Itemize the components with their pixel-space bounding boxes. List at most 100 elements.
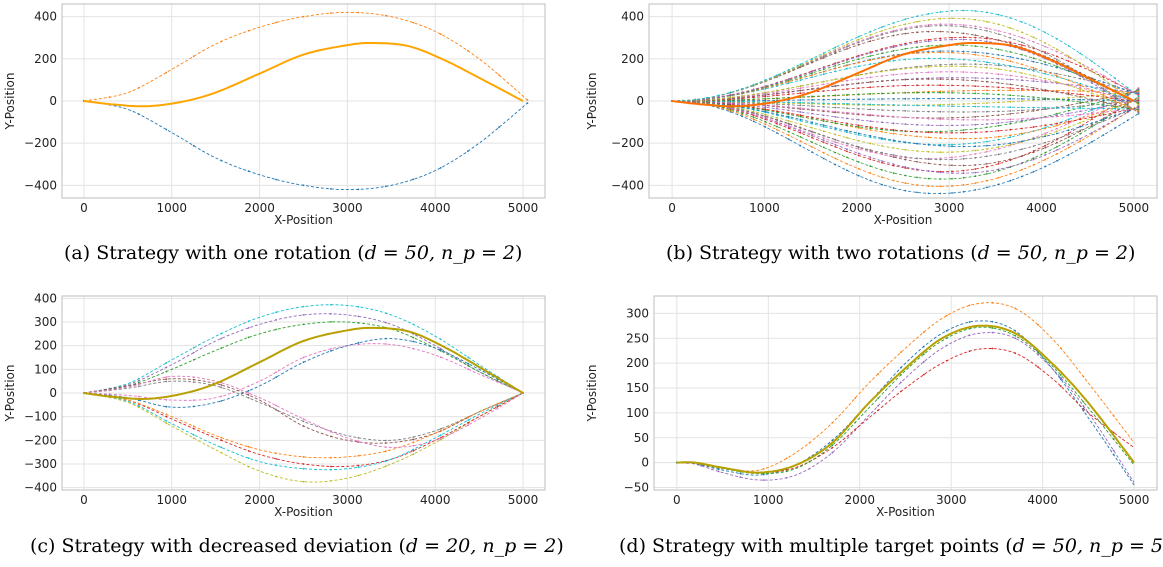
- fan-line-26-point: [857, 78, 860, 80]
- series-line-2-point: [700, 464, 703, 467]
- fan-line-22-point: [822, 95, 825, 97]
- fan-line-14-point: [1102, 105, 1105, 108]
- fan-line-26-point: [986, 72, 988, 75]
- fan-line-11-point: [881, 131, 883, 133]
- fan-line-4-point: [1009, 165, 1012, 168]
- y-tick-label: −400: [24, 481, 57, 495]
- fan-line-22-point: [962, 92, 965, 94]
- fan-line-38-point: [892, 26, 895, 29]
- fan-line-19-point: [1114, 107, 1117, 110]
- fan-line-38-point: [1032, 36, 1035, 39]
- main-path-line: [676, 324, 1135, 474]
- fan-line-24-point: [962, 76, 965, 79]
- fan-line-22-point: [1044, 97, 1047, 100]
- fan-line-14-point: [927, 124, 930, 127]
- fan-line-32-point: [857, 58, 860, 60]
- fan-line-19: [672, 100, 1139, 110]
- series-line-6-point: [302, 480, 305, 483]
- series-line-8-point: [384, 450, 387, 453]
- fan-line-17-point: [834, 106, 837, 109]
- series-line-11-point: [496, 407, 499, 410]
- series-line-7-point: [412, 449, 415, 452]
- fan-line-22-point: [1114, 105, 1117, 108]
- fan-line-29-point: [799, 79, 802, 82]
- series-line-1-point: [922, 345, 925, 348]
- fan-line-11-point: [904, 134, 907, 137]
- fan-line-34-point: [857, 55, 860, 58]
- fan-line-33-point: [962, 36, 965, 39]
- caption-b-math: d = 50, n_p = 2: [977, 242, 1129, 264]
- series-line-6-point: [384, 465, 387, 468]
- caption-b: (b) Strategy with two rotations (d = 50,…: [666, 242, 1135, 264]
- fan-line-4-point: [1021, 162, 1023, 165]
- fan-line-29-point: [892, 59, 895, 62]
- fan-line-7-point: [1009, 151, 1012, 153]
- fan-line-2-point: [869, 165, 872, 168]
- fan-line-20-point: [764, 99, 767, 102]
- fan-line-32-point: [881, 52, 883, 55]
- y-tick-label: 0: [49, 386, 57, 400]
- fan-line-16-point: [951, 118, 953, 121]
- fan-line-2-point: [1079, 132, 1082, 135]
- series-line-6: [83, 392, 524, 483]
- fan-line-8-point: [986, 148, 988, 150]
- fan-line-7-point: [951, 158, 953, 161]
- fan-line-0-point: [741, 115, 743, 118]
- fan-line-0-point: [1067, 153, 1070, 156]
- fan-line-19-point: [799, 101, 802, 104]
- fan-line-7-point: [997, 153, 1000, 156]
- fan-line-36-point: [1009, 33, 1012, 35]
- fan-line-35-point: [869, 40, 872, 43]
- series-line-0-point: [247, 29, 250, 32]
- fan-line-37-point: [881, 33, 883, 36]
- series-line-1-point: [357, 188, 360, 191]
- fan-line-13-point: [939, 131, 942, 134]
- fan-line-17-point: [904, 110, 907, 112]
- caption-c-prefix: (c) Strategy with decreased deviation (: [30, 535, 406, 557]
- fan-line-5-point: [904, 158, 907, 161]
- fan-line-39-point: [706, 96, 708, 99]
- fan-line-1-point: [1056, 153, 1058, 155]
- fan-line-37-point: [857, 41, 860, 44]
- fan-line-23-point: [799, 92, 802, 95]
- fan-line-23-point: [1032, 88, 1035, 91]
- fan-line-22-point: [1056, 98, 1058, 101]
- series-line-7-point: [357, 464, 360, 467]
- fan-line-30-point: [939, 50, 942, 52]
- fan-line-23-point: [822, 90, 825, 92]
- fan-line-3-point: [1044, 144, 1047, 147]
- fan-line-23-point: [939, 84, 942, 87]
- x-tick-label: 5000: [1119, 493, 1150, 507]
- fan-line-39-point: [1056, 38, 1058, 40]
- series-line-4-point: [1059, 374, 1062, 376]
- fan-line-3-point: [892, 164, 895, 167]
- fan-line-14-point: [916, 123, 918, 126]
- x-tick-label: 1000: [156, 201, 187, 215]
- fan-line-30-point: [1102, 81, 1105, 83]
- fan-line-0-point: [869, 179, 872, 182]
- fan-line-1-point: [916, 184, 918, 186]
- fan-line-8-point: [846, 136, 848, 139]
- fan-line-2-point: [974, 175, 977, 178]
- fan-line-0-point: [764, 126, 767, 128]
- fan-line-9-point: [846, 131, 848, 134]
- series-line-5-point: [357, 436, 360, 439]
- fan-line-19-point: [951, 105, 953, 108]
- fan-line-4-point: [857, 152, 860, 155]
- fan-line-31-point: [834, 67, 837, 70]
- fan-line-22-point: [904, 92, 907, 94]
- fan-line-2-point: [1067, 139, 1070, 142]
- fan-line-8-point: [869, 142, 872, 145]
- fan-line-22-point: [846, 93, 848, 96]
- fan-line-13-point: [764, 108, 767, 111]
- series-line-0-point: [945, 314, 948, 317]
- fan-line-2-point: [962, 176, 965, 179]
- fan-line-26-point: [1009, 74, 1012, 77]
- fan-line-39-point: [986, 11, 988, 14]
- fan-line-10-point: [1114, 114, 1117, 117]
- series-line-11-point: [137, 383, 140, 386]
- chart-b-svg: 0 1000 2000 3000 4000 5000 −400 −200 0 200 400 X-Po…: [585, 3, 1158, 227]
- fan-line-6-point: [764, 117, 767, 119]
- series-line-2-point: [717, 470, 720, 473]
- series-line-8-point: [247, 445, 250, 448]
